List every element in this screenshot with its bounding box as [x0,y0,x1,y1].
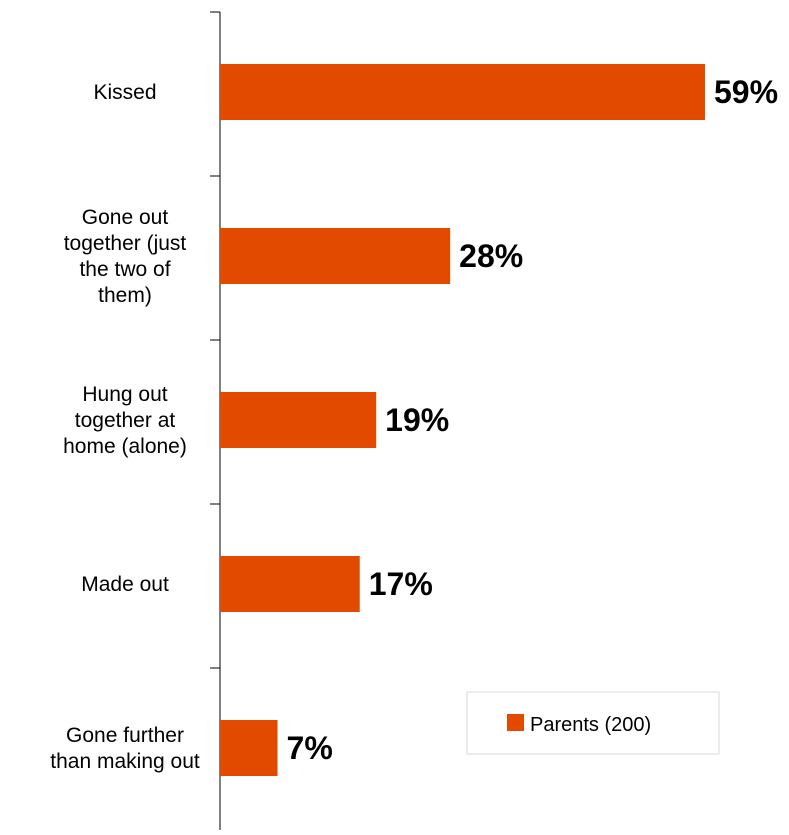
bar [220,556,360,612]
category-label: Made out [81,573,169,596]
category-label-line: Kissed [93,81,156,104]
category-label: Hung out together at home (alone) [63,383,187,458]
category-label: Kissed [93,81,156,104]
category-label-line: Gone out [82,206,169,229]
category-label-line: than making out [50,750,200,773]
bar [220,64,705,120]
legend-box [466,691,720,755]
legend-swatch [507,714,524,731]
category-label-line: Gone further [66,724,184,747]
data-label: 28% [459,238,523,274]
category-label: Gone further than making out [50,724,200,773]
category-label-line: Hung out [82,383,167,406]
data-label: 59% [714,74,778,110]
bar [220,228,451,284]
category-label: Gone out together (just the two of them) [64,206,187,307]
bar [220,392,377,448]
category-label-line: the two of [79,258,170,281]
legend-label: Parents (200) [530,714,651,736]
data-label: 17% [369,566,433,602]
category-label-line: Made out [81,573,169,596]
legend: Parents (200) [466,691,720,755]
data-label: 19% [385,402,449,438]
category-label-line: together at [75,409,176,432]
category-label-line: them) [98,284,152,307]
data-label: 7% [287,730,333,766]
category-label-line: together (just [64,232,187,255]
bar [220,720,278,776]
category-label-line: home (alone) [63,435,187,458]
